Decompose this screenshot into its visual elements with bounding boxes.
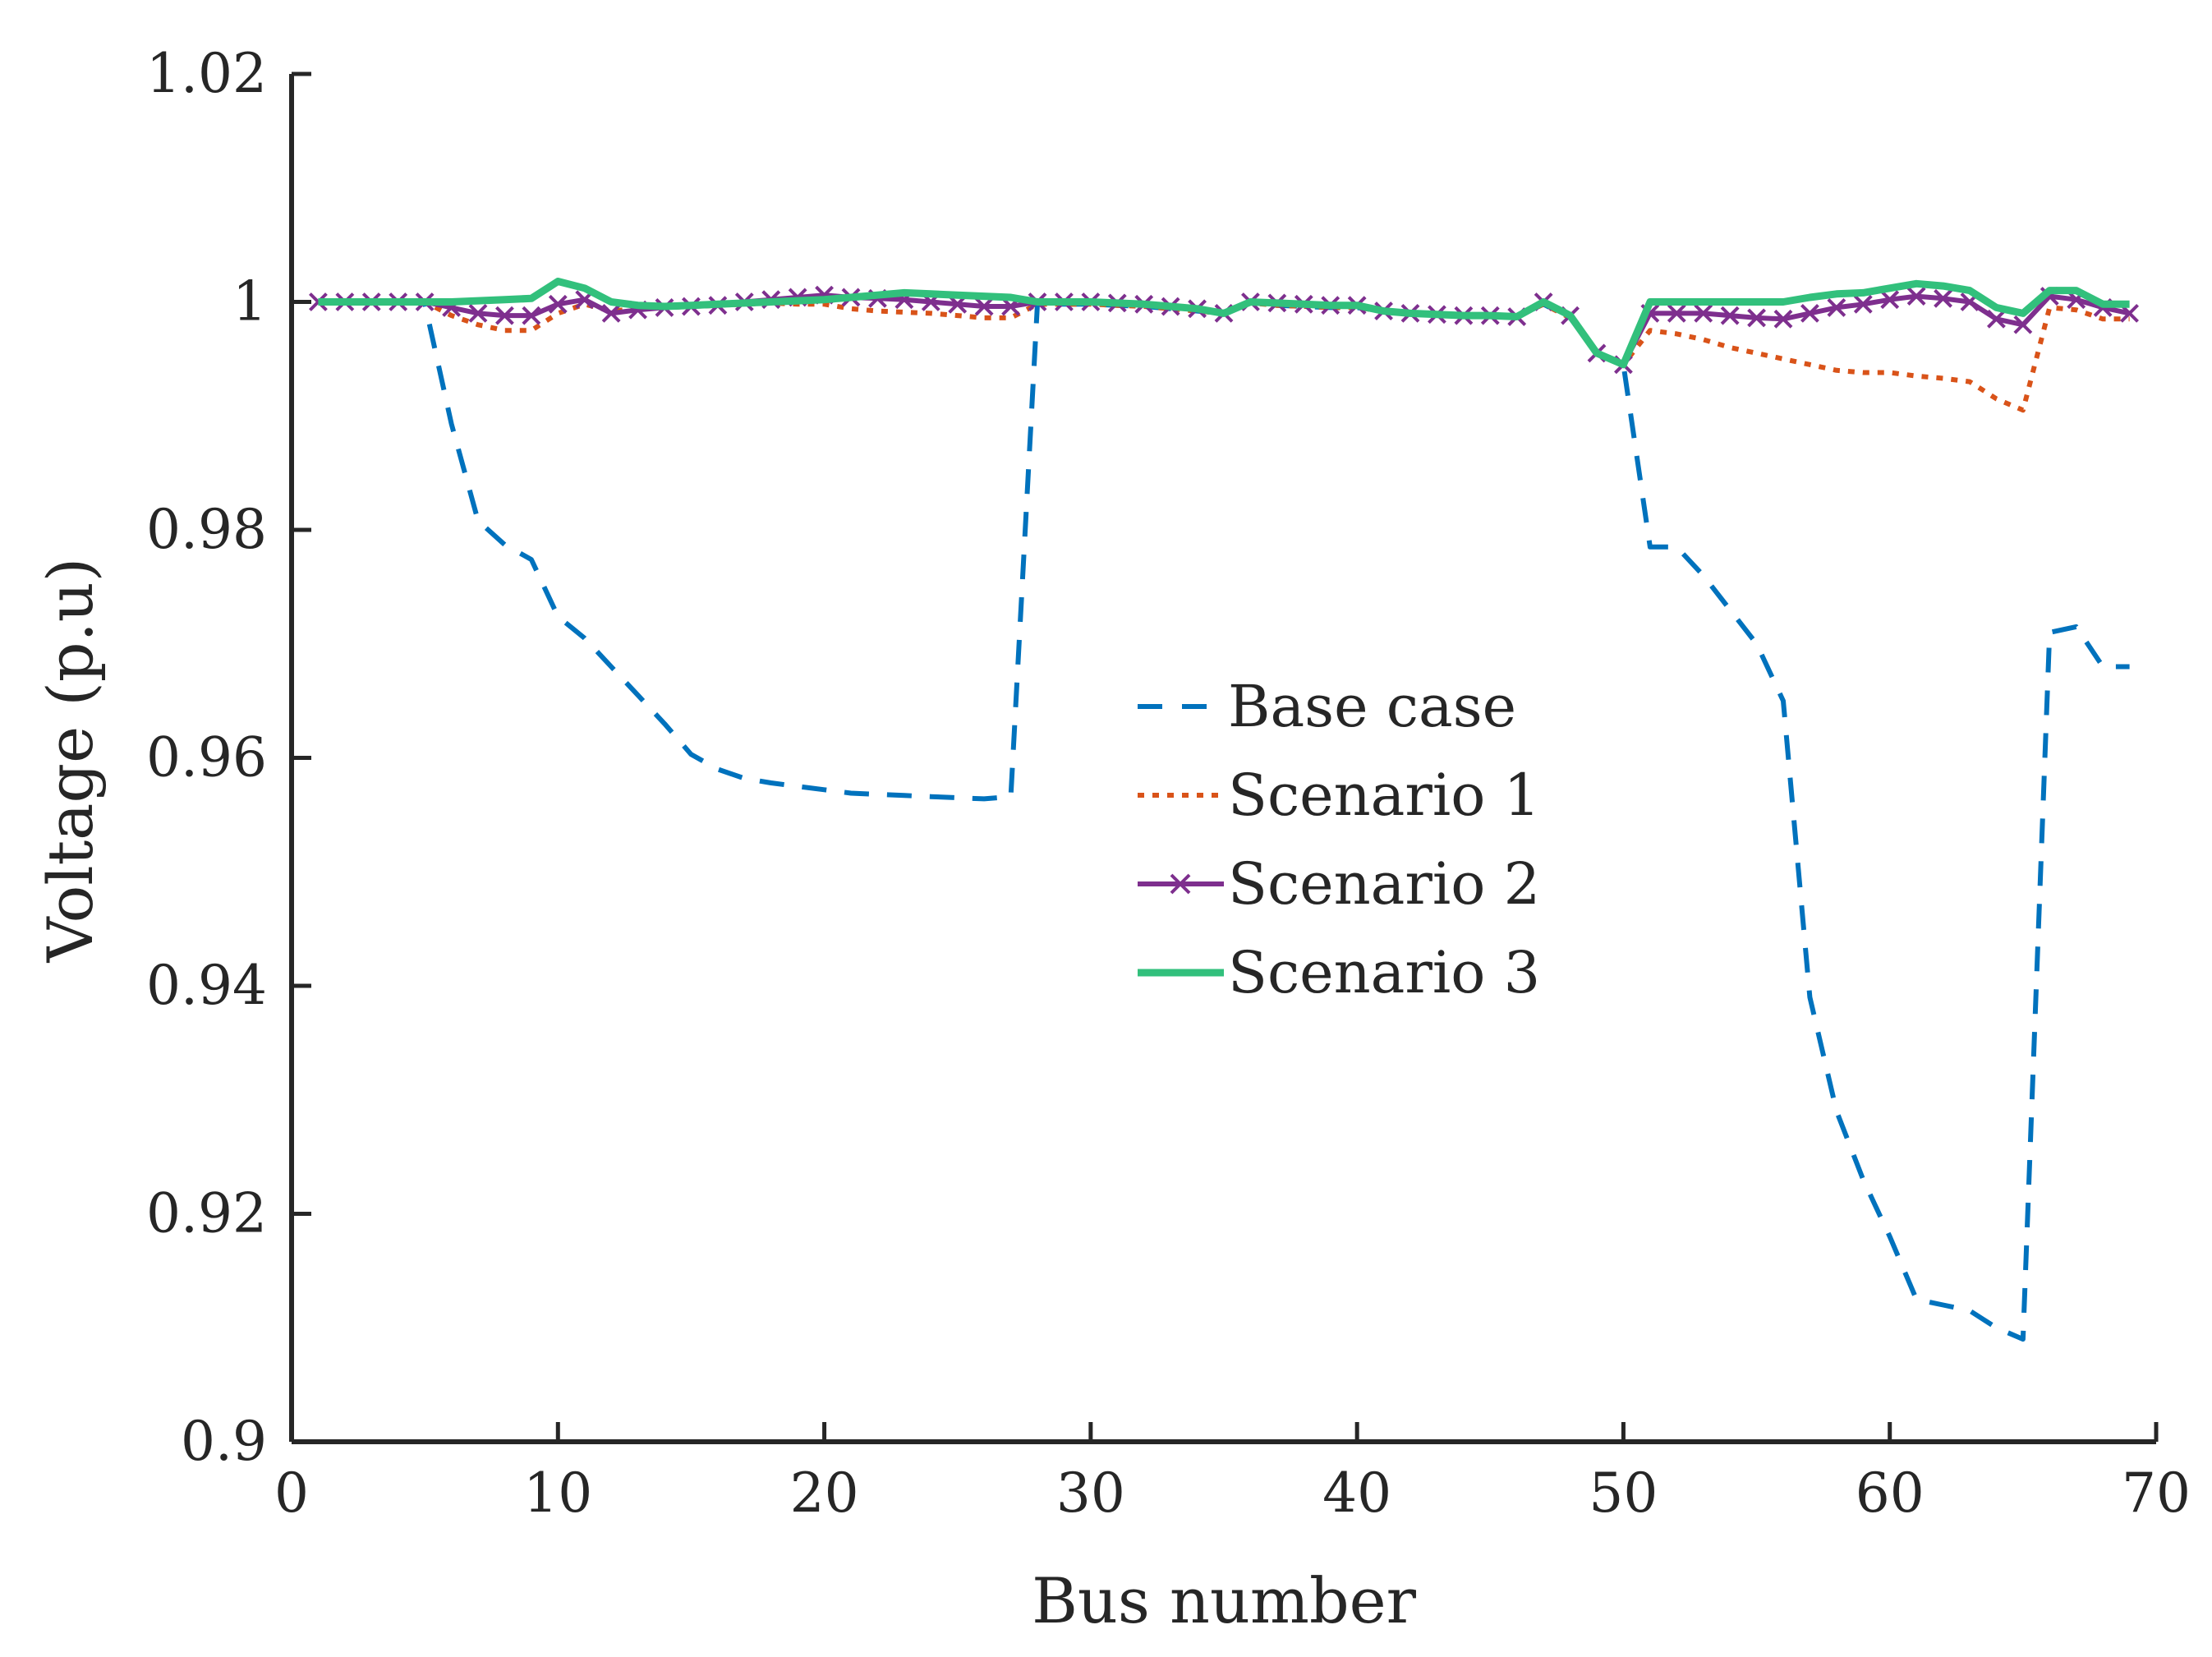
x-tick-label: 20 <box>790 1461 859 1525</box>
data-point-scenario-2 <box>1800 303 1819 323</box>
y-tick-label: 0.96 <box>146 726 267 789</box>
data-point-scenario-2 <box>1667 303 1686 323</box>
data-point-scenario-2 <box>1827 298 1846 317</box>
data-point-scenario-2 <box>1747 308 1766 328</box>
data-point-scenario-2 <box>1934 288 1952 308</box>
data-point-scenario-2 <box>1906 287 1926 306</box>
x-axis-label: Bus number <box>1032 1564 1417 1637</box>
x-tick-label: 0 <box>274 1461 309 1525</box>
data-point-scenario-2 <box>1720 306 1740 325</box>
series-line-scenario-3 <box>318 278 2130 369</box>
x-tick-label: 70 <box>2122 1461 2191 1525</box>
y-tick-label: 1.02 <box>146 42 267 105</box>
legend-label-scenario-2: Scenario 2 <box>1228 850 1540 918</box>
x-tick-label: 30 <box>1056 1461 1125 1525</box>
x-tick-label: 50 <box>1589 1461 1658 1525</box>
legend-label-scenario-1: Scenario 1 <box>1228 762 1540 829</box>
y-axis-label: Voltage (p.u) <box>34 558 107 964</box>
series-line-scenario-1 <box>318 299 2130 413</box>
data-point-scenario-2 <box>1694 303 1713 323</box>
y-tick-label: 0.98 <box>146 498 267 561</box>
data-point-scenario-2 <box>495 306 514 325</box>
data-point-scenario-2 <box>1773 309 1793 329</box>
axes-layer <box>289 74 2156 1444</box>
data-point-scenario-2 <box>522 306 541 325</box>
y-tick-label: 0.92 <box>146 1182 267 1245</box>
x-tick-label: 60 <box>1856 1461 1925 1525</box>
x-tick-label: 40 <box>1322 1461 1391 1525</box>
y-tick-label: 1 <box>232 270 267 334</box>
data-point-scenario-2 <box>974 297 994 316</box>
data-point-scenario-2 <box>1880 290 1900 310</box>
series-layer <box>309 278 2139 1342</box>
y-tick-label: 0.94 <box>146 954 267 1017</box>
legend-marker-scenario-2 <box>1170 873 1191 895</box>
legend-label-scenario-3: Scenario 3 <box>1228 939 1540 1006</box>
series-line-base-case <box>318 299 2130 1342</box>
data-point-scenario-2 <box>601 303 621 323</box>
data-point-scenario-2 <box>548 294 568 314</box>
data-point-scenario-2 <box>1853 294 1873 314</box>
legend: Base case Scenario 1 Scenario 2 Scenario 3 <box>1138 673 1540 1006</box>
x-tick-label: 10 <box>523 1461 592 1525</box>
data-point-scenario-2 <box>1987 309 2006 329</box>
data-point-scenario-2 <box>2013 315 2033 334</box>
ticks-layer: 0 10 20 30 40 50 60 70 0.9 0.92 0.94 0.96 0.98 1 1.02 <box>146 42 2191 1525</box>
legend-label-base-case: Base case <box>1228 673 1516 740</box>
y-tick-label: 0.9 <box>181 1410 267 1473</box>
data-point-scenario-2 <box>468 303 488 323</box>
